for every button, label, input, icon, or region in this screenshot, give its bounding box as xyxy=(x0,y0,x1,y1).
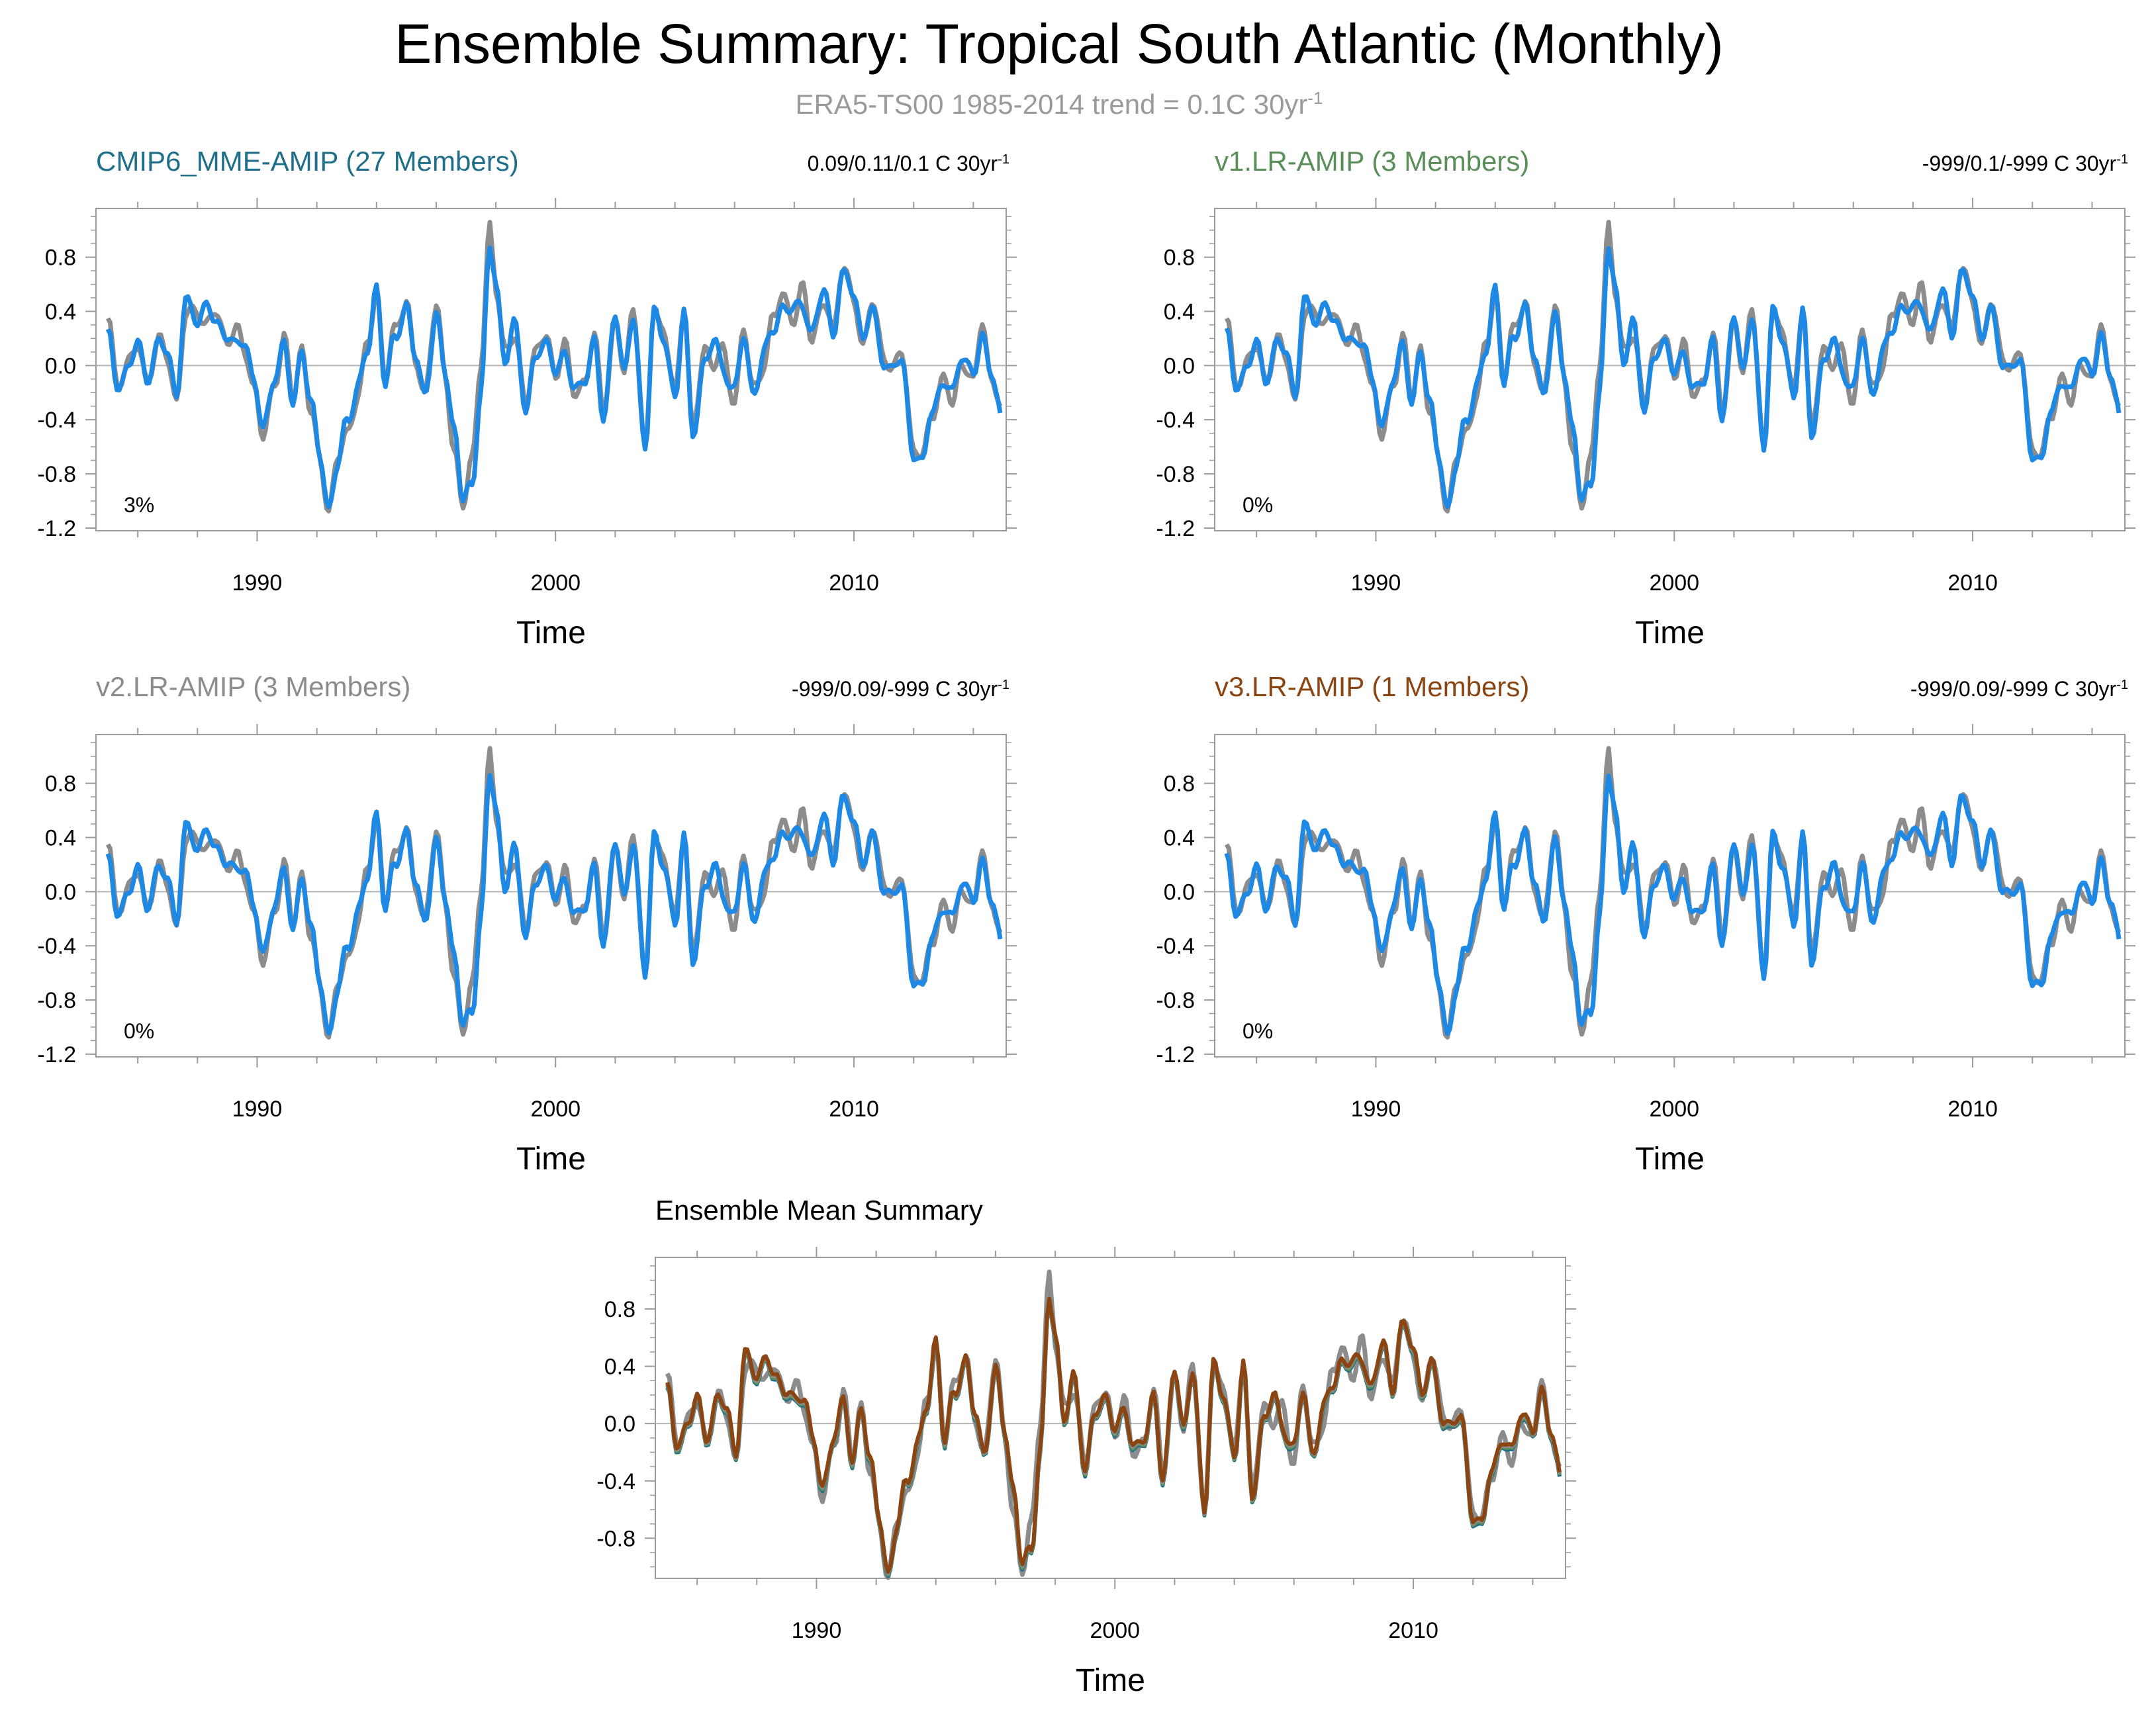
y-tick-label: 0.4 xyxy=(1164,826,1195,851)
chart-panels: CMIP6_MME-AMIP (27 Members) 0.09/0.11/0.1… xyxy=(37,146,2135,1698)
x-tick-label: 2000 xyxy=(530,570,581,596)
y-tick-label: -1.2 xyxy=(1156,516,1195,541)
x-tick-label: 1990 xyxy=(232,1097,283,1122)
trend-label-main: -999/0.09/-999 C 30yr xyxy=(792,677,998,701)
x-tick-label: 2000 xyxy=(1649,570,1699,596)
percent-label: 0% xyxy=(1242,493,1273,517)
y-tick-label: 0.0 xyxy=(1164,353,1195,379)
percent-label: 3% xyxy=(124,493,154,517)
x-axis-label: Time xyxy=(1076,1663,1145,1698)
y-tick-label: -0.8 xyxy=(1156,462,1195,487)
x-tick-label: 2010 xyxy=(829,1097,879,1122)
y-tick-label: 0.4 xyxy=(45,826,76,851)
panel-title: v2.LR-AMIP (3 Members) xyxy=(96,671,410,702)
y-tick-label: 0.0 xyxy=(1164,880,1195,905)
subtitle-main: ERA5-TS00 1985-2014 trend = 0.1C 30yr xyxy=(795,89,1307,120)
trend-label: -999/0.09/-999 C 30yr-1 xyxy=(1910,677,2128,701)
trend-label: -999/0.09/-999 C 30yr-1 xyxy=(792,677,1009,701)
y-tick-label: 0.4 xyxy=(604,1355,635,1380)
trend-label-superscript: -1 xyxy=(998,678,1009,692)
panel-title: v3.LR-AMIP (1 Members) xyxy=(1215,671,1529,702)
plot-frame xyxy=(95,208,1007,531)
series-line-v3.lr-amip xyxy=(665,1296,1562,1574)
y-tick-label: -1.2 xyxy=(1156,1042,1195,1067)
trend-label-superscript: -1 xyxy=(2116,152,2128,167)
y-tick-label: -1.2 xyxy=(37,1042,76,1067)
x-tick-label: 2000 xyxy=(1649,1097,1699,1122)
x-tick-label: 2010 xyxy=(1947,570,1998,596)
percent-label: 0% xyxy=(124,1019,154,1043)
series-line-cmip6_mme-amip xyxy=(105,245,1003,510)
series-line-cmip6_mme-amip xyxy=(665,1300,1562,1578)
y-tick-label: -0.8 xyxy=(1156,988,1195,1013)
y-tick-label: 0.8 xyxy=(604,1297,635,1322)
trend-label-main: -999/0.09/-999 C 30yr xyxy=(1910,677,2117,701)
y-tick-label: -0.4 xyxy=(37,408,76,433)
chart-panel-1: CMIP6_MME-AMIP (27 Members) 0.09/0.11/0.1… xyxy=(37,146,1017,651)
trend-label: -999/0.1/-999 C 30yr-1 xyxy=(1922,152,2128,175)
y-tick-label: -0.4 xyxy=(1156,934,1195,959)
x-tick-label: 1990 xyxy=(232,570,283,596)
panel-title: v1.LR-AMIP (3 Members) xyxy=(1215,146,1529,177)
plot-frame xyxy=(655,1257,1566,1579)
y-tick-label: 0.8 xyxy=(1164,246,1195,271)
x-axis-label: Time xyxy=(1635,615,1705,651)
x-tick-label: 2000 xyxy=(1090,1618,1140,1643)
series-line-v1.lr-amip xyxy=(1224,246,2122,510)
plot-frame xyxy=(1214,734,2126,1058)
y-tick-label: -1.2 xyxy=(37,516,76,541)
y-tick-label: 0.0 xyxy=(604,1412,635,1437)
trend-label-main: 0.09/0.11/0.1 C 30yr xyxy=(808,152,998,175)
chart-panel-5: Ensemble Mean Summary -0.8 -0.4 0.0 0.4 0.8 19… xyxy=(596,1195,1576,1698)
series-line-v3.lr-amip xyxy=(1224,774,2122,1036)
x-axis-label: Time xyxy=(516,1142,586,1177)
x-tick-label: 2010 xyxy=(1388,1618,1438,1643)
y-tick-label: 0.8 xyxy=(1164,772,1195,797)
x-tick-label: 1990 xyxy=(1351,1097,1401,1122)
x-tick-label: 1990 xyxy=(792,1618,842,1643)
panel-title: CMIP6_MME-AMIP (27 Members) xyxy=(96,146,519,177)
chart-panel-3: v2.LR-AMIP (3 Members) -999/0.09/-999 C 3… xyxy=(37,671,1017,1177)
y-tick-label: 0.4 xyxy=(1164,300,1195,325)
x-tick-label: 2010 xyxy=(829,570,879,596)
y-tick-label: 0.8 xyxy=(45,246,76,271)
y-tick-label: 0.8 xyxy=(45,772,76,797)
trend-label-superscript: -1 xyxy=(998,152,1009,167)
trend-label: 0.09/0.11/0.1 C 30yr-1 xyxy=(808,152,1009,175)
y-tick-label: 0.0 xyxy=(45,353,76,379)
plot-frame xyxy=(1214,208,2126,531)
panel-title: Ensemble Mean Summary xyxy=(655,1195,983,1226)
trend-label-superscript: -1 xyxy=(2116,678,2128,692)
figure-title: Ensemble Summary: Tropical South Atlanti… xyxy=(395,13,1723,75)
y-tick-label: -0.8 xyxy=(596,1526,635,1551)
y-tick-label: 0.0 xyxy=(45,880,76,905)
percent-label: 0% xyxy=(1242,1019,1273,1043)
y-tick-label: -0.4 xyxy=(37,934,76,959)
x-tick-label: 2000 xyxy=(530,1097,581,1122)
x-tick-label: 2010 xyxy=(1947,1097,1998,1122)
y-tick-label: -0.8 xyxy=(37,988,76,1013)
y-tick-label: -0.4 xyxy=(596,1469,635,1494)
x-tick-label: 1990 xyxy=(1351,570,1401,596)
figure-subtitle: ERA5-TS00 1985-2014 trend = 0.1C 30yr-1 xyxy=(795,88,1323,120)
y-tick-label: 0.4 xyxy=(45,300,76,325)
series-line-v2.lr-amip xyxy=(105,773,1003,1036)
x-axis-label: Time xyxy=(1635,1142,1705,1177)
y-tick-label: -0.8 xyxy=(37,462,76,487)
x-axis-label: Time xyxy=(516,615,586,651)
subtitle-superscript: -1 xyxy=(1307,88,1323,108)
y-tick-label: -0.4 xyxy=(1156,408,1195,433)
trend-label-main: -999/0.1/-999 C 30yr xyxy=(1922,152,2117,175)
plot-frame xyxy=(95,734,1007,1058)
chart-panel-4: v3.LR-AMIP (1 Members) -999/0.09/-999 C 3… xyxy=(1156,671,2135,1177)
chart-panel-2: v1.LR-AMIP (3 Members) -999/0.1/-999 C 30… xyxy=(1156,146,2135,651)
